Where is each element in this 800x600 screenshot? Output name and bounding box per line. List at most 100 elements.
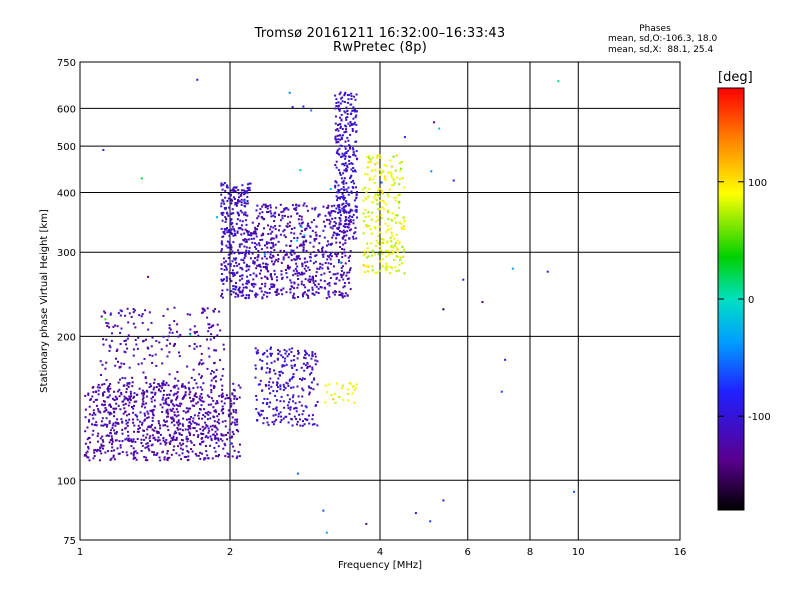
- data-point: [356, 158, 359, 161]
- data-point: [342, 398, 345, 401]
- data-point: [113, 429, 116, 432]
- data-point: [177, 414, 180, 417]
- data-point: [340, 266, 343, 269]
- data-point: [111, 427, 114, 429]
- data-point: [252, 260, 255, 263]
- data-point: [308, 278, 311, 281]
- data-point: [137, 363, 140, 366]
- data-point: [348, 163, 351, 165]
- data-point: [122, 403, 125, 406]
- data-point: [304, 405, 307, 408]
- data-point: [285, 253, 288, 256]
- data-point: [387, 254, 390, 257]
- data-point: [350, 124, 353, 126]
- data-point: [293, 226, 296, 229]
- data-point: [234, 203, 237, 206]
- data-point: [261, 211, 264, 214]
- data-point: [342, 197, 345, 200]
- data-point: [343, 110, 346, 113]
- data-point: [371, 211, 374, 214]
- data-point: [352, 219, 355, 222]
- data-point: [130, 439, 133, 442]
- data-point: [243, 245, 246, 248]
- data-point: [224, 208, 227, 211]
- data-point: [109, 346, 112, 349]
- y-tick-label: 400: [57, 188, 76, 199]
- data-point: [367, 211, 370, 214]
- data-point: [153, 451, 156, 454]
- data-point: [175, 436, 178, 439]
- data-point: [344, 111, 347, 114]
- data-point: [254, 231, 257, 234]
- data-point: [265, 241, 268, 244]
- data-point: [283, 234, 286, 237]
- colorbar-unit: [deg]: [718, 70, 753, 85]
- data-point: [283, 385, 286, 388]
- data-point: [238, 279, 241, 282]
- data-point: [290, 259, 293, 262]
- data-point: [101, 417, 104, 420]
- data-point: [348, 159, 351, 162]
- data-point: [254, 226, 257, 229]
- data-point: [348, 259, 351, 262]
- data-point: [216, 433, 218, 436]
- data-point: [400, 161, 403, 164]
- data-point: [303, 291, 306, 294]
- data-point: [353, 108, 356, 111]
- data-point: [220, 182, 223, 185]
- data-point: [363, 250, 366, 253]
- data-point: [313, 238, 316, 241]
- data-point: [149, 435, 152, 438]
- data-point: [220, 202, 223, 205]
- data-point: [315, 274, 317, 277]
- data-point: [150, 400, 153, 403]
- data-point: [573, 490, 575, 493]
- data-point: [343, 94, 346, 97]
- data-point: [200, 363, 203, 366]
- data-point: [322, 205, 325, 208]
- data-point: [342, 172, 345, 175]
- data-point: [348, 155, 350, 158]
- data-point: [326, 266, 329, 269]
- data-point: [338, 109, 341, 112]
- data-point: [272, 214, 275, 217]
- data-point: [147, 412, 150, 415]
- data-point: [203, 408, 206, 411]
- data-point: [390, 266, 393, 269]
- data-point: [342, 181, 345, 184]
- data-point: [157, 420, 160, 423]
- data-point: [188, 421, 191, 424]
- data-point: [268, 370, 271, 373]
- data-point: [365, 522, 368, 525]
- data-point: [175, 392, 178, 395]
- data-point: [186, 438, 189, 440]
- data-point: [362, 232, 365, 235]
- data-point: [378, 260, 381, 263]
- data-point: [151, 416, 154, 419]
- data-point: [371, 269, 374, 272]
- data-point: [95, 450, 98, 453]
- data-point: [113, 399, 116, 401]
- data-point: [244, 296, 247, 299]
- data-point: [246, 187, 249, 189]
- data-point: [237, 199, 240, 201]
- data-point: [263, 253, 266, 255]
- data-point: [117, 312, 120, 315]
- data-point: [312, 281, 315, 284]
- data-point: [202, 429, 205, 432]
- data-point: [179, 333, 182, 336]
- data-point: [326, 255, 329, 258]
- data-point: [343, 285, 346, 288]
- data-point: [355, 114, 358, 117]
- data-point: [87, 392, 90, 395]
- data-point: [345, 234, 348, 237]
- x-tick-label: 2: [227, 547, 233, 558]
- data-point: [265, 205, 268, 208]
- data-point: [240, 198, 243, 201]
- data-point: [324, 384, 327, 387]
- data-point: [383, 163, 386, 166]
- data-point: [382, 199, 385, 202]
- data-point: [273, 220, 276, 222]
- data-point: [396, 248, 399, 251]
- data-point: [280, 419, 283, 422]
